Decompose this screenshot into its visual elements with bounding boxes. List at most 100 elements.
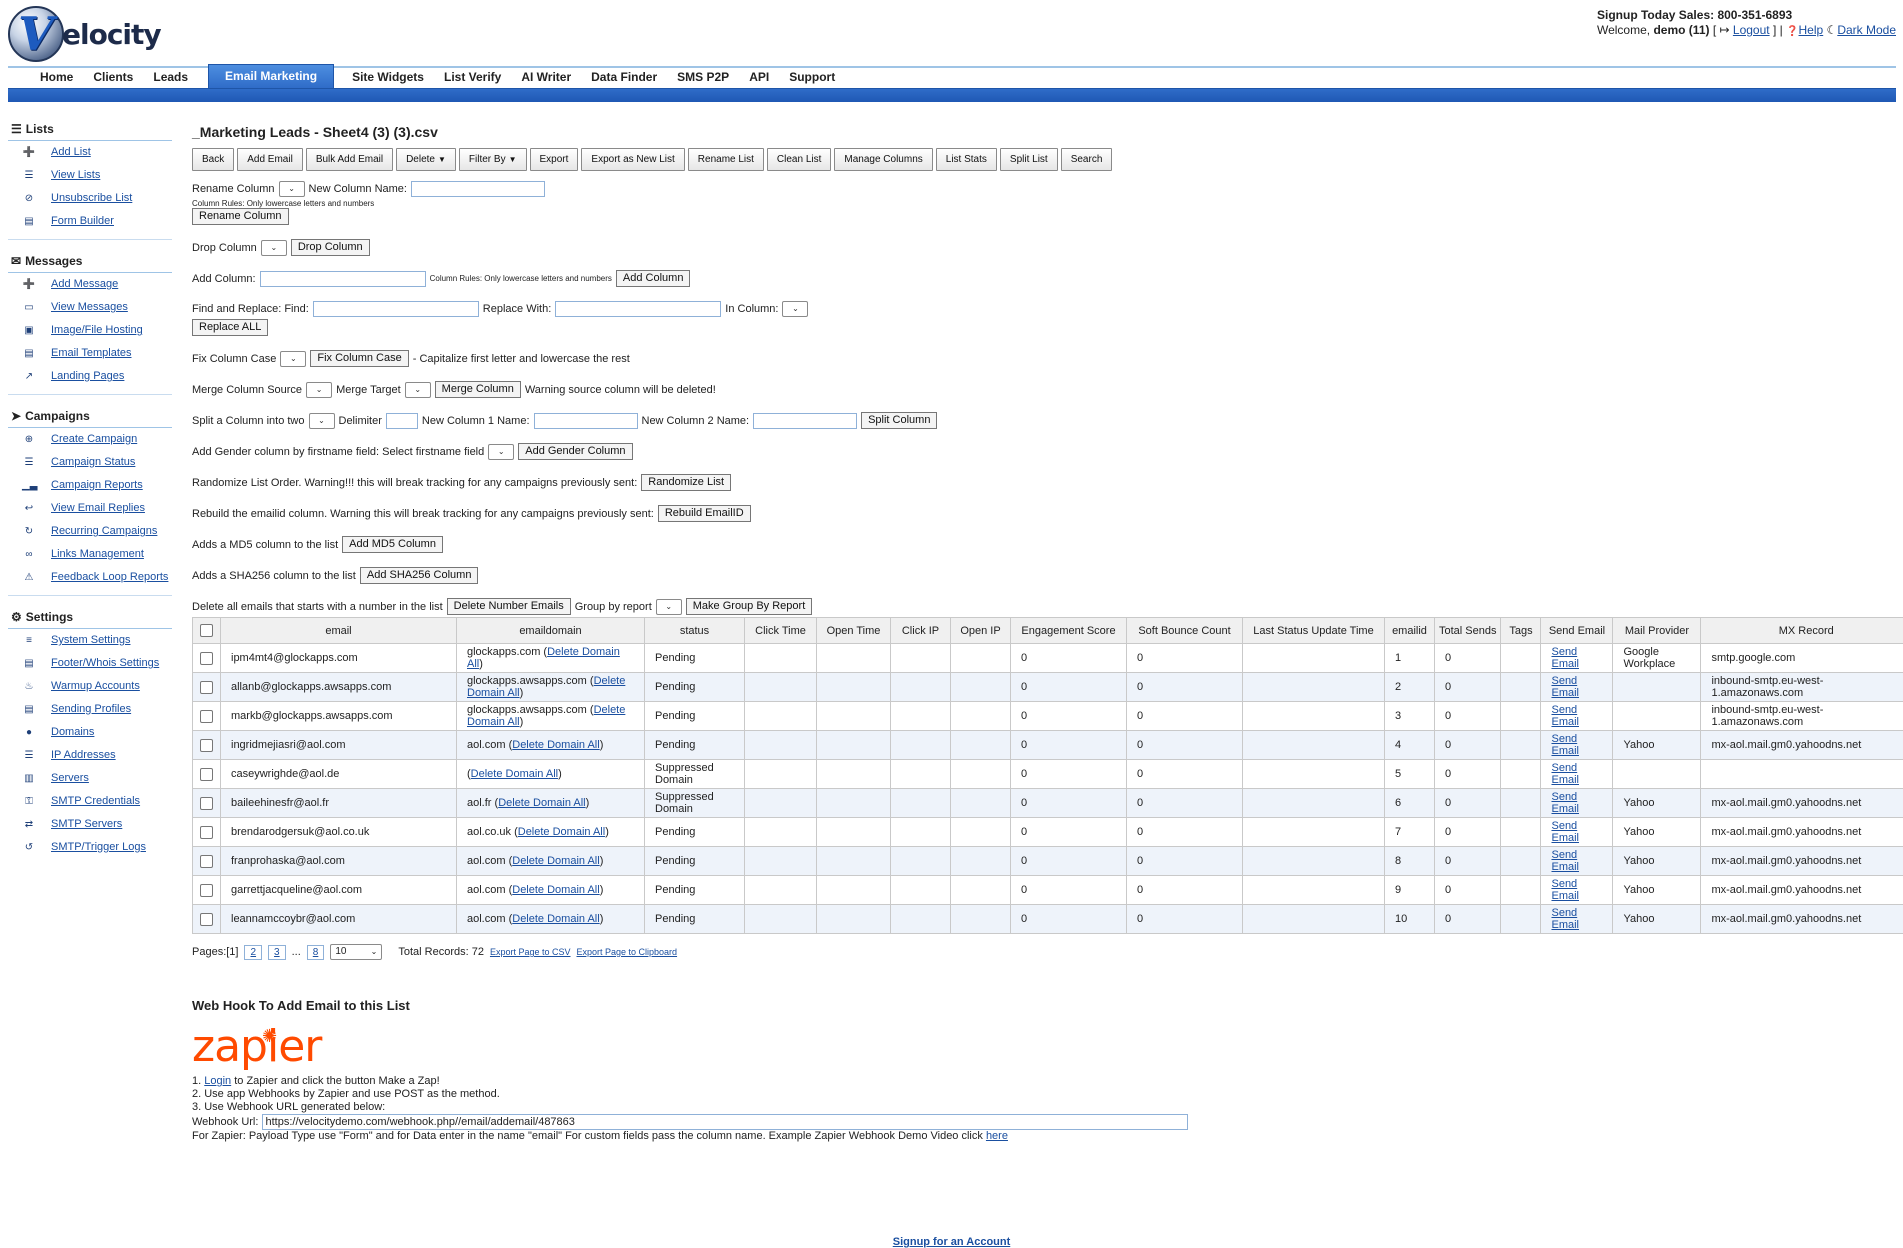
sidebar-item-recurring-campaigns[interactable]: ↻Recurring Campaigns <box>8 520 172 543</box>
column-header[interactable]: Open IP <box>951 618 1011 644</box>
drop-column-select[interactable]: ⌄ <box>261 240 287 256</box>
tab-sms-p2p[interactable]: SMS P2P <box>667 70 739 88</box>
column-header[interactable]: Soft Bounce Count <box>1127 618 1243 644</box>
tab-clients[interactable]: Clients <box>83 70 143 88</box>
add-md5-column-button[interactable]: Add MD5 Column <box>342 536 443 553</box>
tab-home[interactable]: Home <box>30 70 83 88</box>
send-email-link[interactable]: Send Email <box>1551 820 1579 844</box>
column-header[interactable]: Last Status Update Time <box>1243 618 1385 644</box>
select-all-checkbox[interactable] <box>200 624 213 637</box>
column-header[interactable]: email <box>221 618 457 644</box>
drop-column-button[interactable]: Drop Column <box>291 239 370 256</box>
send-email-link[interactable]: Send Email <box>1551 791 1579 815</box>
bulk-add-email-button[interactable]: Bulk Add Email <box>306 148 393 171</box>
split-column-select[interactable]: ⌄ <box>309 413 335 429</box>
column-header[interactable]: status <box>645 618 745 644</box>
row-checkbox[interactable] <box>200 652 213 665</box>
rebuild-emailid-button[interactable]: Rebuild EmailID <box>658 505 751 522</box>
send-email-link[interactable]: Send Email <box>1551 675 1579 699</box>
split-list-button[interactable]: Split List <box>1000 148 1058 171</box>
send-email-link[interactable]: Send Email <box>1551 646 1579 670</box>
sidebar-item-campaign-status[interactable]: ☰Campaign Status <box>8 451 172 474</box>
column-header[interactable]: emailid <box>1385 618 1435 644</box>
column-header[interactable]: emaildomain <box>457 618 645 644</box>
page-link-8[interactable]: 8 <box>307 945 325 960</box>
fix-case-select[interactable]: ⌄ <box>280 351 306 367</box>
delete-domain-link[interactable]: Delete Domain All <box>512 884 599 896</box>
send-email-link[interactable]: Send Email <box>1551 762 1579 786</box>
rename-list-button[interactable]: Rename List <box>688 148 764 171</box>
sidebar-item-sending-profiles[interactable]: ▤Sending Profiles <box>8 698 172 721</box>
delete-domain-link[interactable]: Delete Domain All <box>471 768 558 780</box>
sidebar-item-email-replies[interactable]: ↩View Email Replies <box>8 497 172 520</box>
delete-domain-link[interactable]: Delete Domain All <box>512 913 599 925</box>
sidebar-item-domains[interactable]: ●Domains <box>8 721 172 744</box>
replace-with-input[interactable] <box>555 301 721 317</box>
column-header[interactable]: Engagement Score <box>1011 618 1127 644</box>
add-column-input[interactable] <box>260 271 426 287</box>
new-column-1-input[interactable] <box>534 413 638 429</box>
sidebar-item-view-messages[interactable]: ▭View Messages <box>8 296 172 319</box>
tab-data-finder[interactable]: Data Finder <box>581 70 667 88</box>
row-checkbox[interactable] <box>200 884 213 897</box>
delete-dropdown-button[interactable]: Delete▼ <box>396 148 456 171</box>
export-page-clipboard-link[interactable]: Export Page to Clipboard <box>577 947 678 957</box>
sidebar-item-create-campaign[interactable]: ⊕Create Campaign <box>8 428 172 451</box>
tab-ai-writer[interactable]: AI Writer <box>511 70 581 88</box>
sidebar-item-view-lists[interactable]: ☰View Lists <box>8 164 172 187</box>
clean-list-button[interactable]: Clean List <box>767 148 831 171</box>
merge-column-button[interactable]: Merge Column <box>435 381 521 398</box>
sidebar-item-unsubscribe-list[interactable]: ⊘Unsubscribe List <box>8 187 172 210</box>
merge-source-select[interactable]: ⌄ <box>306 382 332 398</box>
column-header[interactable]: Send Email <box>1541 618 1613 644</box>
tab-api[interactable]: API <box>739 70 779 88</box>
column-header[interactable]: Open Time <box>817 618 891 644</box>
delete-domain-link[interactable]: Delete Domain All <box>512 855 599 867</box>
rename-column-button[interactable]: Rename Column <box>192 208 289 225</box>
sidebar-item-warmup-accounts[interactable]: ♨Warmup Accounts <box>8 675 172 698</box>
replace-all-button[interactable]: Replace ALL <box>192 319 268 336</box>
export-button[interactable]: Export <box>530 148 579 171</box>
tab-email-marketing[interactable]: Email Marketing <box>208 64 334 88</box>
row-checkbox[interactable] <box>200 826 213 839</box>
delete-number-emails-button[interactable]: Delete Number Emails <box>447 598 571 615</box>
delete-domain-link[interactable]: Delete Domain All <box>498 797 585 809</box>
row-checkbox[interactable] <box>200 913 213 926</box>
sidebar-item-feedback-loop[interactable]: ⚠Feedback Loop Reports <box>8 566 172 589</box>
manage-columns-button[interactable]: Manage Columns <box>834 148 932 171</box>
demo-video-link[interactable]: here <box>986 1130 1008 1142</box>
send-email-link[interactable]: Send Email <box>1551 849 1579 873</box>
delete-domain-link[interactable]: Delete Domain All <box>518 826 605 838</box>
sidebar-item-smtp-credentials[interactable]: ⚿SMTP Credentials <box>8 790 172 813</box>
sidebar-item-campaign-reports[interactable]: ▁▃Campaign Reports <box>8 474 172 497</box>
back-button[interactable]: Back <box>192 148 234 171</box>
send-email-link[interactable]: Send Email <box>1551 733 1579 757</box>
sidebar-item-footer-whois[interactable]: ▤Footer/Whois Settings <box>8 652 172 675</box>
sidebar-item-servers[interactable]: ▥Servers <box>8 767 172 790</box>
list-stats-button[interactable]: List Stats <box>936 148 997 171</box>
sidebar-item-add-message[interactable]: ➕Add Message <box>8 273 172 296</box>
zapier-login-link[interactable]: Login <box>204 1075 231 1087</box>
per-page-select[interactable]: 10⌄ <box>330 944 382 960</box>
tab-leads[interactable]: Leads <box>143 70 198 88</box>
sidebar-item-add-list[interactable]: ➕Add List <box>8 141 172 164</box>
send-email-link[interactable]: Send Email <box>1551 907 1579 931</box>
firstname-select[interactable]: ⌄ <box>488 444 514 460</box>
row-checkbox[interactable] <box>200 855 213 868</box>
column-header[interactable]: MX Record <box>1701 618 1903 644</box>
add-email-button[interactable]: Add Email <box>237 148 303 171</box>
logout-link[interactable]: Logout <box>1733 23 1770 37</box>
delimiter-input[interactable] <box>386 413 418 429</box>
column-header[interactable]: Total Sends <box>1435 618 1501 644</box>
split-column-button[interactable]: Split Column <box>861 412 937 429</box>
sidebar-item-form-builder[interactable]: ▤Form Builder <box>8 210 172 233</box>
help-link[interactable]: Help <box>1799 23 1824 37</box>
replace-column-select[interactable]: ⌄ <box>782 301 808 317</box>
tab-site-widgets[interactable]: Site Widgets <box>342 70 434 88</box>
row-checkbox[interactable] <box>200 797 213 810</box>
logo[interactable]: V elocity <box>8 6 161 62</box>
row-checkbox[interactable] <box>200 768 213 781</box>
delete-domain-link[interactable]: Delete Domain All <box>512 739 599 751</box>
sidebar-item-system-settings[interactable]: ≡System Settings <box>8 629 172 652</box>
merge-target-select[interactable]: ⌄ <box>405 382 431 398</box>
